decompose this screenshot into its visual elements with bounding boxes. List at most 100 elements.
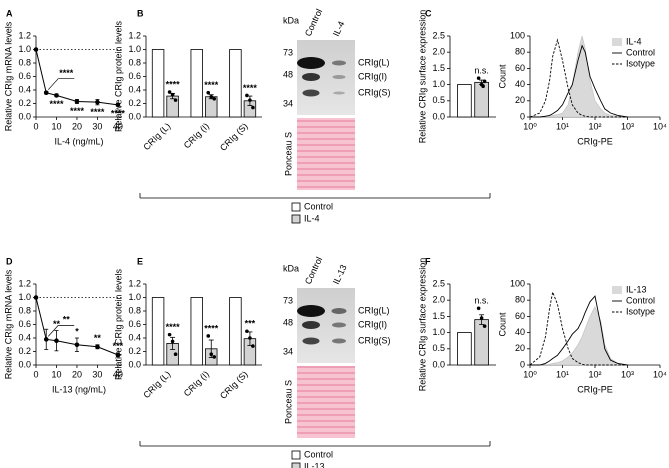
data-point [482,324,487,328]
y-tick-label: 0.0 [128,359,141,369]
blot-lane-label: IL-4 [331,20,347,38]
x-tick-label: CRIg (S) [218,369,250,401]
x-tick-label: CRIg (S) [218,121,250,153]
x-tick-label: CRIg (L) [141,369,172,400]
blot-band-label: CRIg(S) [358,87,391,97]
y-tick-label: 0.0 [18,359,31,369]
data-point [209,352,214,357]
legend-swatch [612,286,622,294]
legend-label: Control [304,201,333,211]
ponceau-stain [297,118,355,190]
blot-band-label: CRIg(S) [358,335,391,345]
blot-band [332,338,346,344]
blot-marker: 48 [283,69,293,79]
legend-swatch [612,38,622,46]
y-tick-label: 1.2 [18,30,31,40]
annotation: *** [113,341,124,351]
annotation: **** [243,83,258,93]
panel-label: E [137,256,143,266]
y-tick-label: 1.5 [432,63,445,73]
x-tick-label: CRIg (L) [141,121,172,152]
annotation: ** [53,319,61,329]
y-axis-label: Relative CRIg mRNA levels [3,21,13,131]
x-tick-label: 10³ [621,121,634,131]
data-point [481,84,485,89]
ponceau-stain [297,366,355,438]
data-point [245,93,249,98]
x-tick-label: 10² [588,121,601,131]
y-tick-label: 0.2 [18,98,31,108]
y-tick-label: 100 [510,278,525,288]
data-point [206,90,211,95]
annotation: **** [166,322,181,332]
y-tick-label: 1.0 [128,44,141,54]
blot-band [297,57,325,69]
blot-band [302,89,320,97]
y-axis-label: Relative CRIg surface expression [417,258,427,392]
bar [229,49,242,118]
x-tick-label: 20 [72,121,82,131]
y-tick-label: 1.2 [18,278,31,288]
x-tick-label: 20 [72,369,82,379]
y-tick-label: 0.8 [128,305,141,315]
data-point [251,344,255,348]
x-tick-label: 10 [51,121,61,131]
y-tick-label: 1.0 [18,292,31,302]
blot-band [333,91,345,95]
x-tick-label: 0 [33,121,38,131]
blot-band [302,321,320,329]
blot-band [302,73,320,81]
annotation: **** [204,323,219,333]
data-point [115,102,121,108]
data-point [95,344,100,350]
data-point [43,337,49,342]
annotation: **** [90,107,105,117]
blot-band [302,337,320,345]
x-tick-label: 10² [588,369,601,379]
y-axis-label: Relative CRIg protein levels [113,268,123,380]
data-line [35,297,119,356]
bracket-bottom [139,441,491,447]
y-tick-label: 40 [515,79,525,89]
blot-lane-label: IL-13 [331,263,349,286]
legend-label: IL-13 [626,284,647,294]
histogram-curve [530,35,628,118]
y-tick-label: 80 [515,295,525,305]
legend-swatch [291,450,301,460]
blot-band [331,308,347,314]
annotation: **** [111,109,126,119]
legend-label: Isotype [626,306,655,316]
legend-swatch [291,462,301,468]
histogram-curve [530,295,628,366]
y-tick-label: 0.0 [128,111,141,121]
annotation: ** [63,315,71,325]
blot-marker: 48 [283,317,293,327]
y-tick-label: 0.4 [128,332,141,342]
y-tick-label: 2.5 [432,278,445,288]
annotation: * [75,326,79,336]
annotation: **** [166,79,181,89]
data-point [248,336,252,340]
y-tick-label: 0 [520,111,525,121]
blot-lane-label: Control [303,7,324,38]
x-tick-label: 40 [113,121,123,131]
y-tick-label: 60 [515,63,525,73]
annotation: **** [59,68,74,78]
y-tick-label: 20 [515,343,525,353]
panel-label: A [6,8,13,18]
data-point [476,76,481,80]
bar [190,297,203,366]
y-tick-label: 2.5 [432,30,445,40]
annotation: n.s. [474,296,489,306]
x-tick-label: CRIg (I) [182,369,211,398]
y-tick-label: 0.0 [432,111,445,121]
y-tick-label: 1.0 [432,79,445,89]
y-tick-label: 0.8 [128,57,141,67]
legend-label: IL-4 [626,36,642,46]
data-point [54,338,59,344]
data-point [115,352,121,358]
data-point [476,306,481,311]
data-point [95,99,100,105]
y-tick-label: 1.0 [128,292,141,302]
